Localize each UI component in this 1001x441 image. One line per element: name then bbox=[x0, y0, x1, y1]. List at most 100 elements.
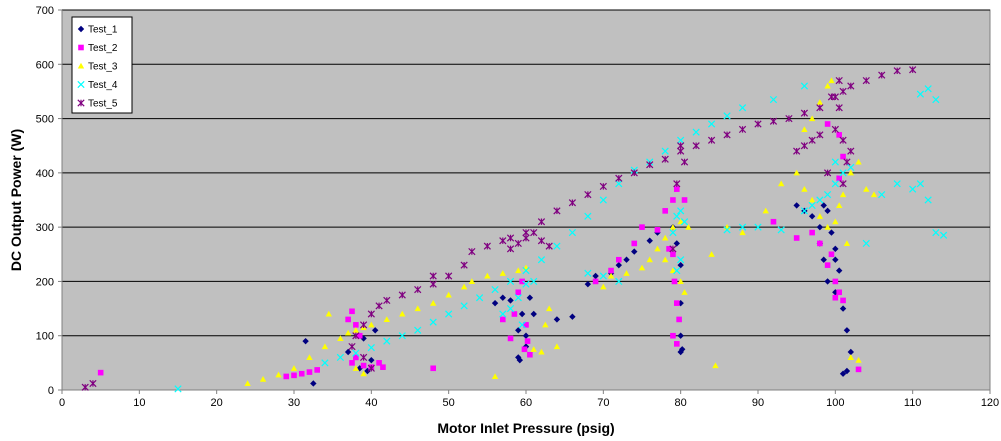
data-point bbox=[661, 155, 669, 163]
data-point bbox=[321, 359, 329, 367]
data-point bbox=[654, 245, 661, 252]
legend-item: Test_4 bbox=[77, 80, 118, 91]
data-point bbox=[843, 158, 851, 166]
data-point bbox=[654, 227, 661, 233]
data-point bbox=[824, 278, 831, 285]
data-point bbox=[542, 321, 549, 328]
data-point bbox=[680, 218, 689, 226]
data-point bbox=[673, 212, 681, 220]
x-tick-label: 70 bbox=[597, 397, 609, 409]
data-point bbox=[816, 104, 824, 112]
data-point bbox=[483, 242, 491, 250]
series-test-2 bbox=[97, 121, 862, 380]
data-point bbox=[785, 114, 793, 123]
data-point bbox=[863, 185, 870, 192]
data-point bbox=[445, 310, 453, 318]
data-point bbox=[677, 332, 684, 339]
data-point bbox=[599, 196, 607, 204]
data-point bbox=[518, 310, 526, 318]
data-point bbox=[828, 77, 835, 84]
data-point bbox=[685, 223, 692, 230]
data-point bbox=[832, 218, 839, 225]
data-point bbox=[537, 237, 546, 245]
data-point bbox=[383, 296, 391, 305]
x-tick-label: 110 bbox=[904, 397, 922, 409]
data-point bbox=[816, 99, 824, 105]
data-point bbox=[924, 85, 932, 93]
data-point bbox=[511, 311, 518, 317]
data-point bbox=[893, 180, 901, 188]
data-point bbox=[623, 256, 630, 263]
x-tick-label: 20 bbox=[211, 397, 223, 409]
data-point bbox=[302, 337, 309, 345]
data-point bbox=[623, 270, 630, 276]
data-point bbox=[669, 228, 677, 237]
data-point bbox=[681, 289, 688, 295]
data-point bbox=[530, 310, 537, 318]
data-point bbox=[692, 142, 700, 150]
data-point bbox=[817, 240, 823, 247]
data-point bbox=[816, 223, 824, 231]
x-axis-ticks: 0 10 20 30 40 50 60 70 80 90 100 110 120 bbox=[59, 390, 999, 409]
data-point bbox=[429, 280, 437, 288]
data-point bbox=[352, 365, 360, 371]
data-point bbox=[522, 228, 530, 237]
data-point bbox=[808, 213, 816, 220]
data-point bbox=[484, 272, 491, 279]
data-point bbox=[522, 234, 530, 242]
data-point bbox=[506, 234, 515, 242]
data-point bbox=[832, 245, 839, 253]
data-point bbox=[839, 136, 847, 144]
data-point bbox=[677, 142, 685, 150]
data-point bbox=[677, 278, 684, 284]
data-point bbox=[518, 321, 526, 329]
y-tick-label: 300 bbox=[36, 222, 54, 234]
data-point bbox=[553, 316, 561, 323]
x-tick-label: 50 bbox=[443, 397, 455, 409]
data-point bbox=[670, 251, 676, 258]
data-point bbox=[607, 272, 615, 279]
data-point bbox=[723, 112, 731, 120]
y-tick-label: 200 bbox=[36, 276, 54, 288]
data-point bbox=[670, 197, 676, 203]
data-point bbox=[460, 261, 468, 269]
data-point bbox=[835, 104, 843, 112]
x-tick-label: 100 bbox=[826, 397, 844, 409]
data-point bbox=[491, 373, 499, 379]
data-point bbox=[445, 272, 453, 280]
data-point bbox=[754, 223, 762, 231]
data-point bbox=[584, 212, 592, 220]
data-point bbox=[831, 158, 839, 166]
data-point bbox=[827, 93, 836, 101]
data-point bbox=[460, 302, 468, 310]
data-point bbox=[345, 316, 351, 323]
data-point bbox=[832, 278, 839, 285]
data-point bbox=[800, 142, 809, 150]
data-point bbox=[847, 147, 855, 155]
data-point bbox=[855, 356, 862, 363]
legend-box bbox=[71, 16, 133, 114]
data-point bbox=[707, 136, 716, 144]
data-point bbox=[939, 231, 948, 239]
data-point bbox=[738, 223, 747, 231]
data-point bbox=[468, 247, 476, 256]
legend-label: Test_3 bbox=[88, 62, 118, 73]
legend: Test_1 Test_2 Test_3 Test_4 Test_5 bbox=[71, 16, 133, 114]
data-point bbox=[847, 82, 855, 90]
data-point bbox=[352, 332, 360, 340]
data-point bbox=[843, 327, 851, 334]
data-point bbox=[831, 125, 839, 134]
data-point bbox=[545, 242, 553, 250]
data-point bbox=[677, 348, 684, 356]
data-point bbox=[475, 294, 484, 302]
data-point bbox=[306, 354, 313, 360]
data-point bbox=[615, 180, 623, 188]
data-point bbox=[836, 175, 842, 182]
data-point bbox=[523, 322, 529, 328]
x-tick-label: 10 bbox=[133, 397, 145, 409]
data-point bbox=[515, 327, 522, 334]
data-point bbox=[592, 278, 599, 285]
data-point bbox=[360, 370, 367, 377]
data-point bbox=[537, 256, 546, 264]
